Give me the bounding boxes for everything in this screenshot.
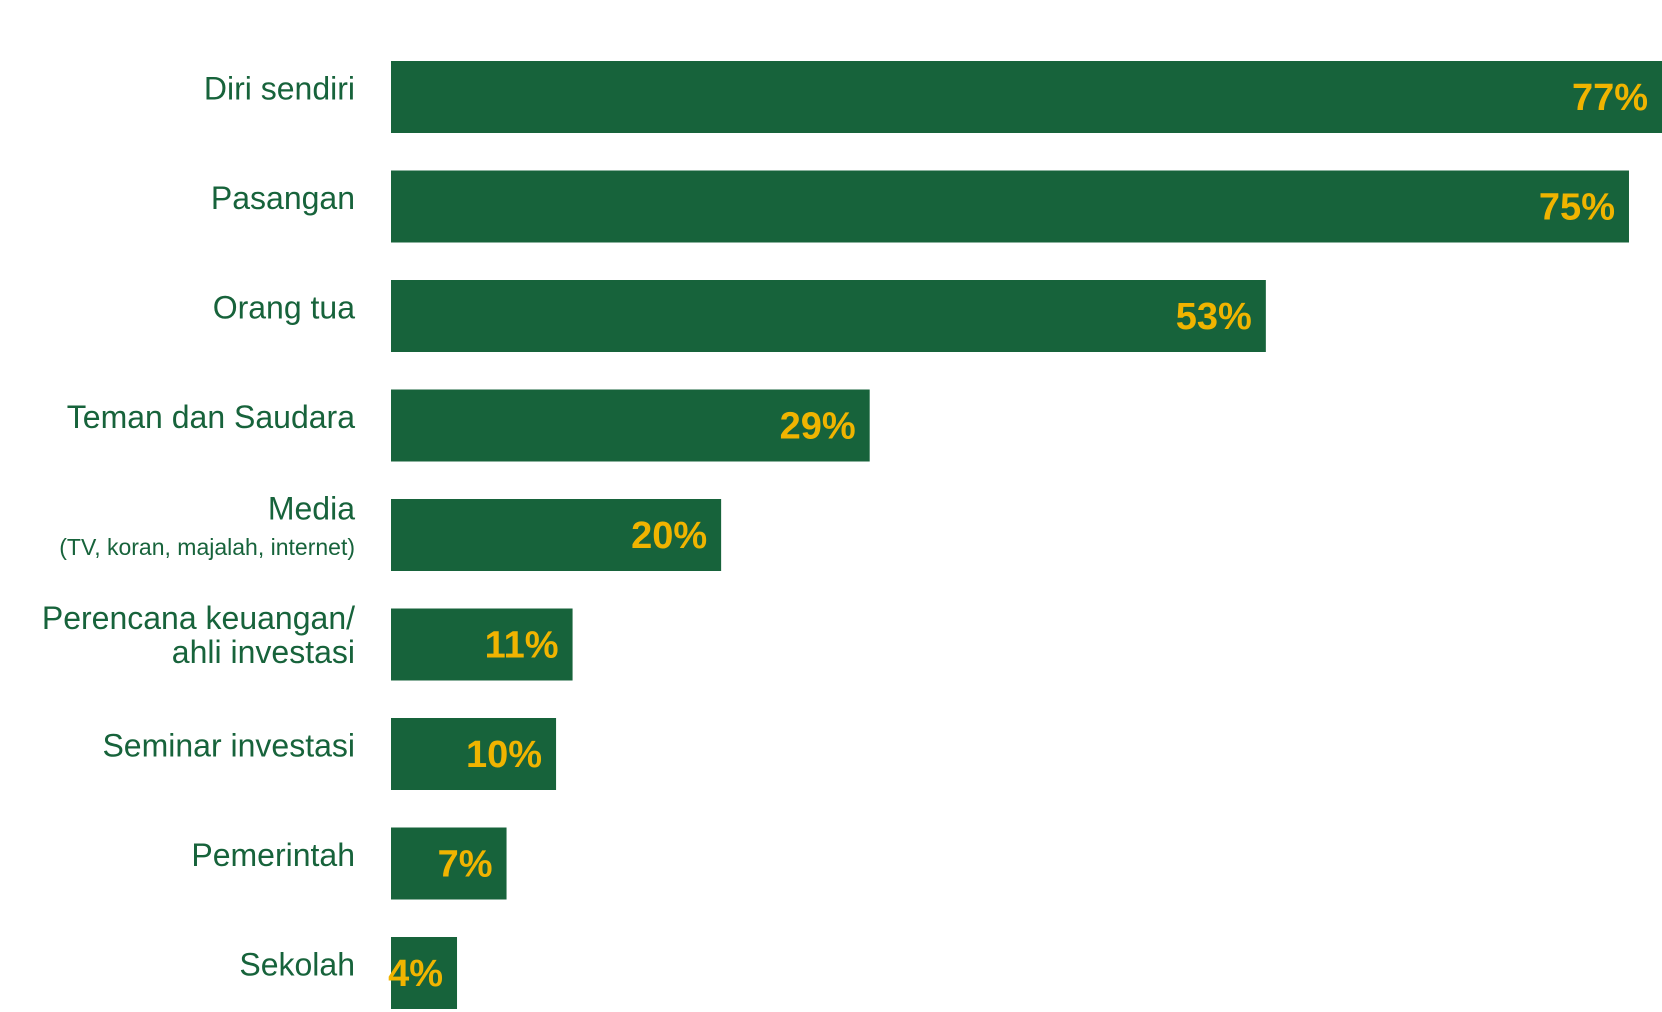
- value-label: 77%: [1572, 77, 1648, 119]
- category-label: Pemerintah: [191, 837, 355, 873]
- category-label: Pasangan: [211, 180, 355, 216]
- category-label: Media: [268, 490, 355, 526]
- bar: [391, 61, 1662, 133]
- value-label: 7%: [438, 844, 493, 886]
- value-label: 4%: [388, 953, 443, 995]
- category-label: Seminar investasi: [102, 727, 355, 763]
- value-label: 10%: [466, 734, 542, 776]
- value-label: 75%: [1539, 187, 1615, 229]
- category-label: Teman dan Saudara: [67, 399, 355, 435]
- category-label: Sekolah: [239, 946, 355, 982]
- value-label: 53%: [1176, 296, 1252, 338]
- category-label: ahli investasi: [172, 634, 355, 670]
- category-label: Diri sendiri: [204, 70, 355, 106]
- value-label: 29%: [780, 406, 856, 448]
- bar: [391, 608, 573, 681]
- bar: [391, 499, 722, 571]
- bar: [391, 280, 1266, 352]
- bar: [391, 937, 458, 1009]
- value-label: 20%: [631, 515, 707, 557]
- category-label: Orang tua: [213, 289, 356, 325]
- bar: [391, 170, 1629, 243]
- category-label: Perencana keuangan/: [42, 600, 355, 636]
- bar: [391, 718, 557, 790]
- bar: [391, 389, 870, 462]
- value-label: 11%: [485, 625, 559, 667]
- bar: [391, 827, 507, 900]
- category-label: (TV, koran, majalah, internet): [59, 534, 355, 560]
